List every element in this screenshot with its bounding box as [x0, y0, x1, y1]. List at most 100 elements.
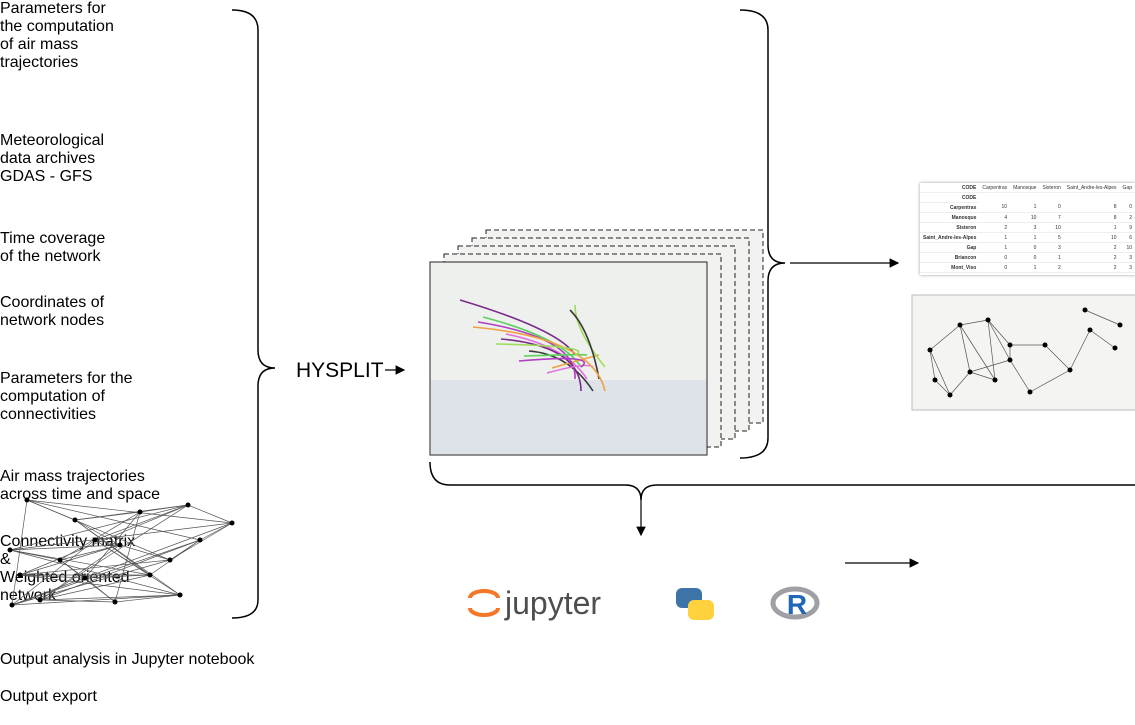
row: Manosque41078200 [920, 213, 1135, 223]
cell: 1 [1010, 233, 1039, 243]
logo-text: jupyter [504, 585, 601, 621]
box-text: Output analysis in Jupyter notebook [0, 651, 254, 668]
row: Briancon00123100 [920, 253, 1135, 263]
node [186, 503, 191, 508]
cell: 5 [1039, 233, 1063, 243]
cell: 0 [1010, 253, 1039, 263]
cell: 1 [1064, 223, 1120, 233]
text-box: Output export [0, 688, 190, 725]
cell: 10 [1010, 213, 1039, 223]
header-cell: Manosque [1010, 183, 1039, 193]
node [968, 370, 973, 375]
edge [20, 505, 188, 575]
cell: 8 [1064, 203, 1120, 213]
cell: 1 [1010, 203, 1039, 213]
trajectory-maps [430, 230, 763, 455]
jupyter-logo: jupyter [470, 585, 601, 621]
edge [27, 500, 200, 540]
r-logo: R [773, 589, 817, 620]
node [948, 393, 953, 398]
label: HYSPLIT [296, 359, 384, 382]
node [58, 558, 63, 563]
sea [431, 380, 706, 454]
cell: Gap [920, 243, 979, 253]
node [83, 576, 88, 581]
cell: 6 [1120, 233, 1135, 243]
node [18, 573, 23, 578]
cell: 2 [1064, 243, 1120, 253]
index-label: CODE [920, 193, 979, 203]
header-cell: CODE [920, 183, 979, 193]
cell: 3 [1039, 243, 1063, 253]
node [958, 323, 963, 328]
node [73, 518, 78, 523]
node [148, 573, 153, 578]
node [113, 600, 118, 605]
header-cell: Saint_Andre-les-Alpes [1064, 183, 1120, 193]
node [928, 348, 933, 353]
node [138, 510, 143, 515]
node [118, 543, 123, 548]
node [1118, 323, 1123, 328]
edge [150, 540, 200, 575]
node [168, 558, 173, 563]
row: Carpentras10108000 [920, 203, 1135, 213]
cell: Sisteron [920, 223, 979, 233]
cell: 0 [979, 253, 1010, 263]
cell: 0 [1039, 203, 1063, 213]
cell: 1 [979, 233, 1010, 243]
node [25, 498, 30, 503]
node [8, 548, 13, 553]
network-map [912, 295, 1135, 410]
node [1008, 358, 1013, 363]
cell: 3 [1120, 253, 1135, 263]
edge [200, 523, 232, 540]
cell: 10 [1120, 243, 1135, 253]
cell: 10 [1039, 223, 1063, 233]
cell: 0 [1120, 203, 1135, 213]
cell: 2 [1064, 253, 1120, 263]
row: Sisteron23101900 [920, 223, 1135, 233]
cell: Saint_Andre-les-Alpes [920, 233, 979, 243]
cell: Briancon [920, 253, 979, 263]
python-logo [676, 588, 714, 620]
cell: 1 [979, 243, 1010, 253]
node [1008, 343, 1013, 348]
node [993, 378, 998, 383]
cell: 2 [1120, 213, 1135, 223]
cell: 9 [1120, 223, 1135, 233]
node [1068, 368, 1073, 373]
edge [40, 545, 120, 600]
node [178, 593, 183, 598]
node [10, 603, 15, 608]
node [933, 378, 938, 383]
cell: 2 [1039, 263, 1063, 273]
node [1028, 390, 1033, 395]
box-text: Output export [0, 688, 97, 705]
cell: 3 [1010, 223, 1039, 233]
cell: 7 [1039, 213, 1063, 223]
node [1088, 328, 1093, 333]
row: Gap10321003 [920, 243, 1135, 253]
cell: 2 [1064, 263, 1120, 273]
node [38, 598, 43, 603]
text-box: Output analysis in Jupyter notebook [0, 651, 382, 688]
node [986, 318, 991, 323]
row: Mont_Viso012231010 [920, 263, 1135, 273]
cell: 0 [1010, 243, 1039, 253]
cell: 1 [1039, 253, 1063, 263]
diagram: jupyter R HYSPLIT [0, 0, 1135, 623]
cell: 0 [979, 263, 1010, 273]
node [198, 538, 203, 543]
brace [232, 10, 275, 618]
cell: 4 [979, 213, 1010, 223]
node [1043, 343, 1048, 348]
header-cell: Sisteron [1039, 183, 1063, 193]
cell: Manosque [920, 213, 979, 223]
index-row: CODE [920, 193, 1135, 203]
cell: Carpentras [920, 203, 979, 213]
cell: 10 [1064, 233, 1120, 243]
cell: 3 [1120, 263, 1135, 273]
